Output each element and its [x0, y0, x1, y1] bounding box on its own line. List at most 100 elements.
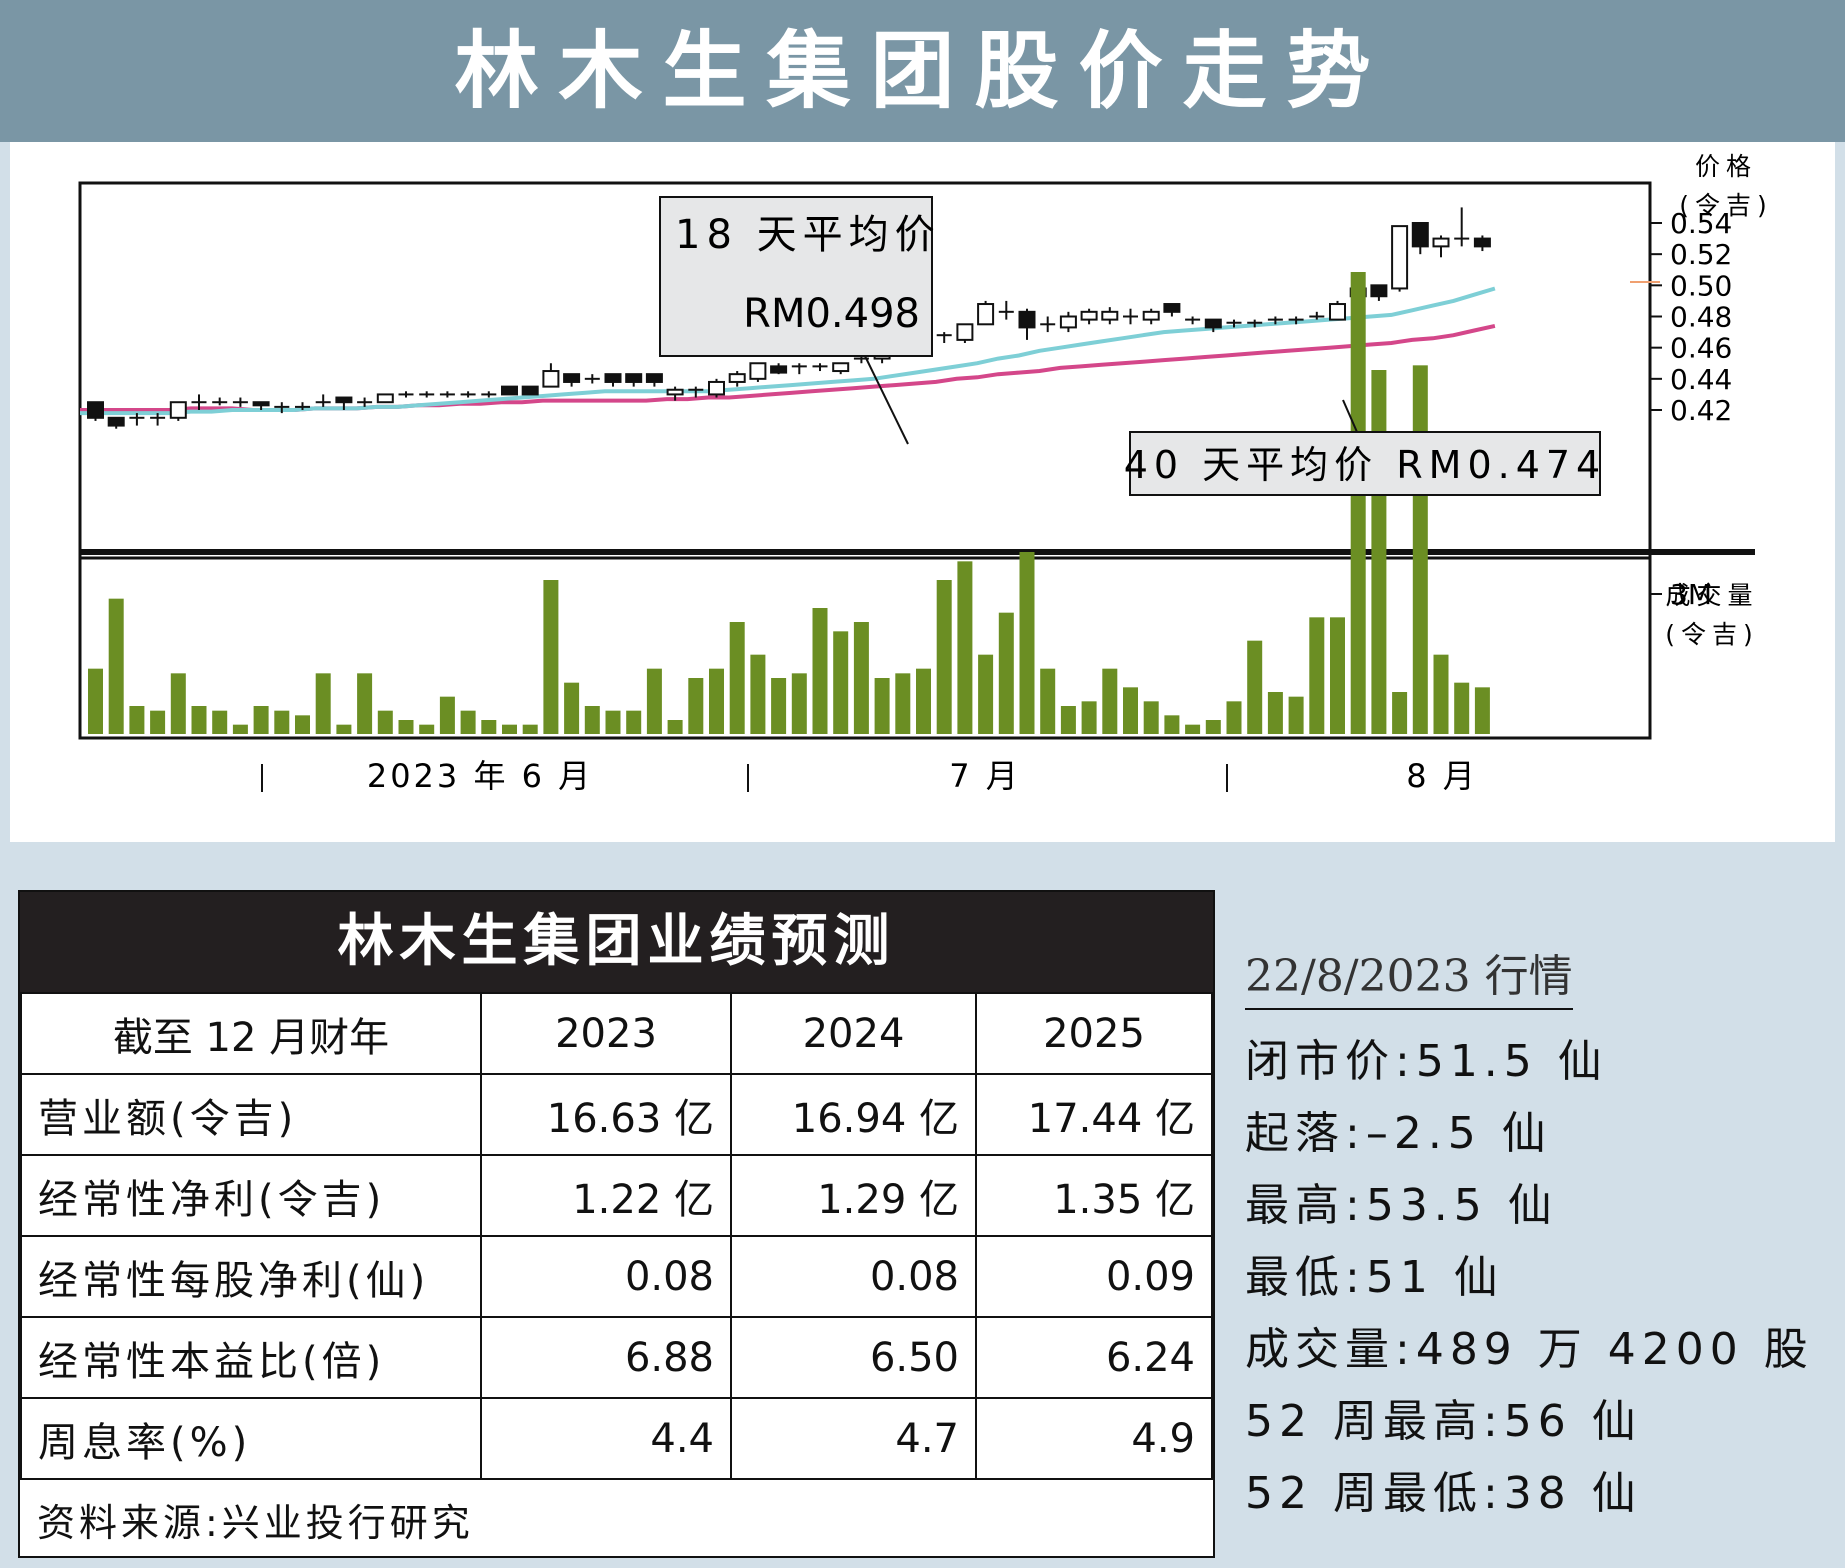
volume-bar — [874, 678, 890, 734]
month-label: 8 月 — [1406, 757, 1478, 795]
volume-bar — [212, 710, 228, 734]
volume-bar — [295, 715, 310, 734]
volume-bar — [646, 668, 662, 734]
cell-value: 16.94 亿 — [730, 1073, 977, 1156]
volume-bar — [957, 561, 973, 734]
candle-body — [1163, 303, 1181, 313]
price-tick-label: 0.52 — [1670, 238, 1732, 271]
volume-bar — [1102, 668, 1118, 734]
candle — [728, 371, 746, 387]
candle-body — [1411, 222, 1429, 248]
candle — [439, 391, 455, 398]
month-label: 2023 年 6 月 — [367, 757, 593, 795]
ma18-value: RM0.498 — [743, 291, 920, 337]
volume-bar — [129, 706, 145, 734]
candle — [956, 323, 974, 343]
volume-bar — [750, 654, 766, 734]
candle-body — [956, 323, 974, 341]
header-cell: 2023 — [480, 992, 732, 1075]
candle-body — [728, 373, 746, 383]
volume-bar — [709, 668, 724, 734]
candle-body — [1142, 310, 1160, 321]
market-row: 闭市价:51.5 仙 — [1245, 1036, 1608, 1087]
candle-body — [1101, 310, 1119, 321]
ma18-box — [659, 196, 933, 357]
candle-body — [1329, 303, 1346, 321]
page-title: 林木生集团股价走势 — [454, 22, 1391, 120]
candle-body — [832, 362, 850, 373]
candle — [398, 391, 414, 398]
candle — [1432, 235, 1450, 258]
candle — [315, 394, 331, 407]
candle-body — [1204, 318, 1222, 329]
candle — [460, 391, 476, 398]
cell-value: 16.63 亿 — [480, 1073, 732, 1156]
volume-bar — [315, 673, 331, 734]
candle — [419, 391, 435, 398]
ma18-leader — [864, 355, 909, 445]
volume-bar — [936, 580, 952, 734]
candle-body — [625, 373, 643, 383]
volume-bar — [1143, 701, 1159, 734]
volume-bar — [1081, 701, 1097, 734]
volume-bar — [253, 706, 269, 734]
candle — [688, 386, 704, 398]
candle — [812, 363, 828, 372]
volume-bar — [191, 706, 207, 734]
candle-body — [521, 385, 539, 396]
volume-axis-unit: (令吉) — [1665, 620, 1759, 649]
candle — [1391, 225, 1409, 292]
volume-panel — [78, 272, 1652, 740]
candle — [977, 300, 995, 326]
candle — [1059, 311, 1077, 333]
volume-bar — [833, 631, 849, 734]
candle — [252, 401, 270, 410]
candle-body — [1473, 237, 1491, 248]
volume-frame — [78, 550, 1652, 740]
volume-bar — [1019, 552, 1035, 734]
candle — [1247, 319, 1263, 328]
candle-body — [708, 380, 725, 396]
price-tick-label: 0.50 — [1670, 269, 1732, 302]
candle — [666, 386, 684, 401]
price-axis: 0.540.520.500.480.460.440.42 — [1650, 207, 1732, 427]
table-row: 经常性本益比(倍) 6.88 6.50 6.24 — [20, 1316, 1213, 1399]
candle — [1454, 207, 1470, 247]
candle-body — [1432, 237, 1450, 248]
price-tick-label: 0.42 — [1670, 394, 1732, 427]
table-row: 经常性净利(令吉) 1.22 亿 1.29 亿 1.35 亿 — [20, 1154, 1213, 1237]
volume-bar — [232, 724, 248, 734]
cell-value: 6.88 — [480, 1316, 732, 1399]
candle-body — [501, 385, 518, 396]
candle — [604, 373, 622, 387]
market-row: 最低:51 仙 — [1245, 1252, 1504, 1303]
volume-bar — [584, 706, 600, 734]
candle — [770, 363, 788, 375]
cell-value: 4.9 — [975, 1397, 1213, 1480]
candle-body — [1018, 310, 1036, 329]
chart-panel: 0.54 0.52 0.50 0.48 0.46 0.44 0.42 价格 (令吉) 3M … — [10, 142, 1835, 842]
forecast-title: 林木生集团业绩预测 — [20, 892, 1213, 992]
volume-bar — [998, 612, 1014, 734]
candle-body — [563, 373, 581, 383]
volume-bar — [1060, 706, 1076, 734]
candle — [501, 385, 518, 396]
candle-body — [645, 373, 663, 383]
candle — [936, 332, 952, 343]
candle — [481, 391, 497, 398]
cell-value: 4.4 — [480, 1397, 732, 1480]
candle — [107, 416, 125, 429]
row-label: 经常性每股净利(仙) — [20, 1235, 482, 1318]
volume-bar — [1164, 715, 1180, 734]
cell-value: 6.50 — [730, 1316, 977, 1399]
price-frame — [78, 181, 1652, 560]
candle — [645, 373, 663, 387]
cell-value: 0.08 — [480, 1235, 732, 1318]
candle — [563, 373, 581, 387]
candle-body — [1059, 315, 1077, 329]
volume-bar — [605, 710, 621, 734]
volume-bar — [357, 673, 373, 734]
volume-tick-label: 3M — [1670, 578, 1712, 611]
market-row: 最高:53.5 仙 — [1245, 1180, 1558, 1231]
volume-bar — [1288, 696, 1304, 734]
